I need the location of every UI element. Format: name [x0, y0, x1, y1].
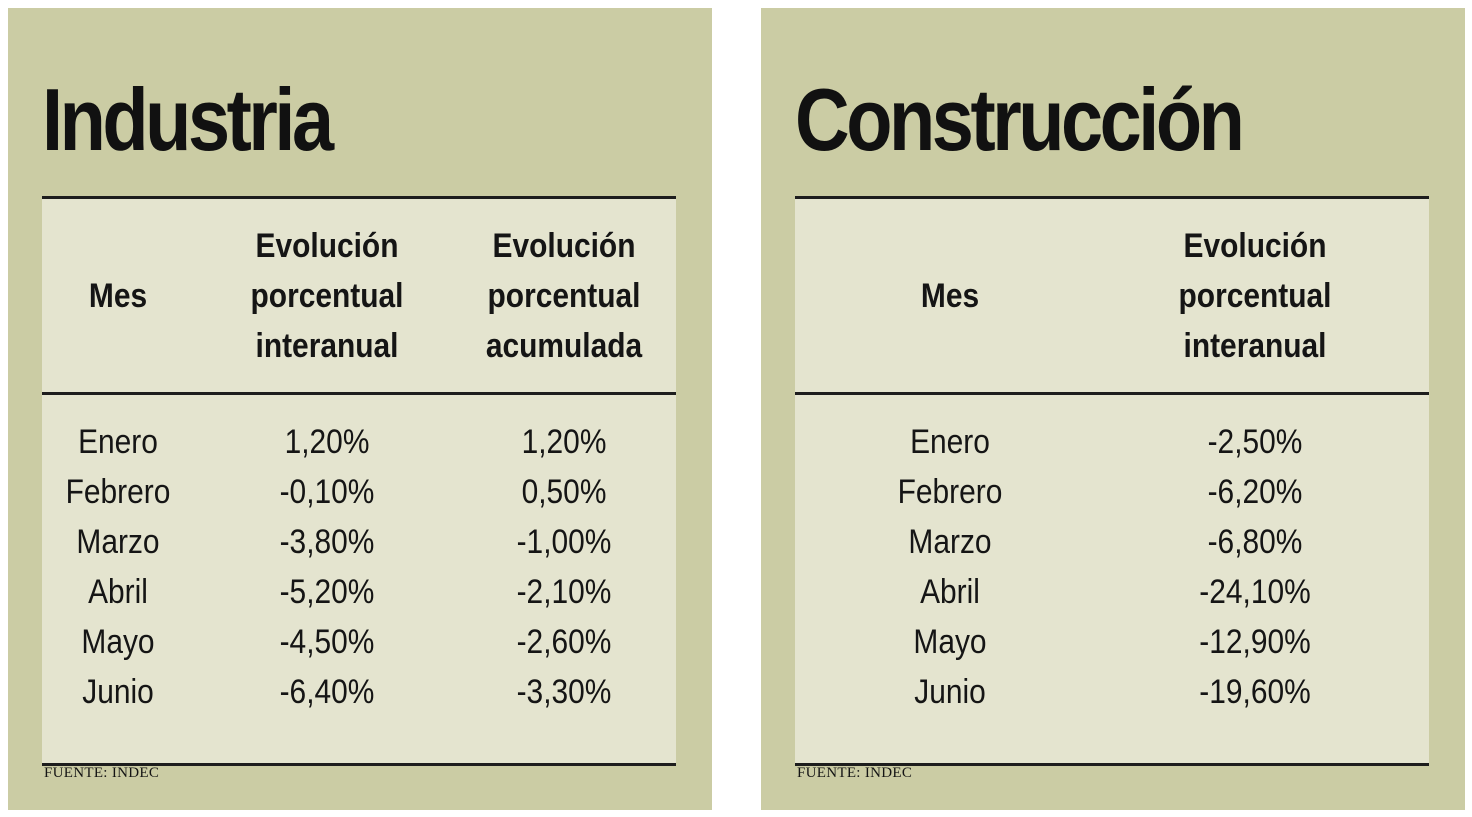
column-header-mes: Mes — [920, 276, 980, 315]
cell-acumulada: -3,30% — [516, 672, 612, 711]
construccion-body: Enero -2,50% Febrero -6,20% Marzo -6,80%… — [795, 417, 1429, 717]
table-row: Abril -24,10% — [795, 567, 1429, 617]
cell-interanual: -5,20% — [279, 572, 375, 611]
cell-interanual: -6,40% — [279, 672, 375, 711]
cell-acumulada: -2,10% — [516, 572, 612, 611]
construccion-title: Construcción — [795, 70, 1245, 169]
cell-mes: Marzo — [76, 522, 160, 561]
column-header-acumulada: Evolución porcentual acumulada — [485, 226, 643, 365]
source-note: FUENTE: INDEC — [44, 765, 160, 781]
table-row: Enero 1,20% 1,20% — [42, 417, 676, 467]
industria-panel: Industria Mes Evolución porcentual inter… — [8, 8, 712, 810]
cell-interanual: -3,80% — [279, 522, 375, 561]
cell-mes: Mayo — [913, 622, 987, 661]
industria-title: Industria — [42, 70, 334, 169]
column-header-interanual: Evolución porcentual interanual — [1178, 226, 1332, 365]
cell-mes: Abril — [88, 572, 148, 611]
table-row: Abril -5,20% -2,10% — [42, 567, 676, 617]
cell-mes: Junio — [914, 672, 986, 711]
table-row: Marzo -6,80% — [795, 517, 1429, 567]
cell-interanual: -6,80% — [1207, 522, 1303, 561]
cell-acumulada: -1,00% — [516, 522, 612, 561]
table-row: Mayo -12,90% — [795, 617, 1429, 667]
cell-interanual: 1,20% — [284, 422, 370, 461]
cell-mes: Mayo — [81, 622, 155, 661]
cell-mes: Junio — [82, 672, 154, 711]
table-row: Febrero -6,20% — [795, 467, 1429, 517]
construccion-header-row: Mes Evolución porcentual interanual — [795, 199, 1429, 395]
industria-header-row: Mes Evolución porcentual interanual Evol… — [42, 199, 676, 395]
cell-interanual: -6,20% — [1207, 472, 1303, 511]
cell-interanual: -24,10% — [1199, 572, 1311, 611]
cell-mes: Febrero — [65, 472, 171, 511]
source-note: FUENTE: INDEC — [797, 765, 913, 781]
table-row: Marzo -3,80% -1,00% — [42, 517, 676, 567]
table-row: Junio -19,60% — [795, 667, 1429, 717]
industria-table: Mes Evolución porcentual interanual Evol… — [42, 196, 676, 766]
cell-mes: Enero — [78, 422, 158, 461]
cell-mes: Enero — [910, 422, 990, 461]
table-row: Junio -6,40% -3,30% — [42, 667, 676, 717]
cell-interanual: -12,90% — [1199, 622, 1311, 661]
table-row: Mayo -4,50% -2,60% — [42, 617, 676, 667]
cell-interanual: -4,50% — [279, 622, 375, 661]
column-header-mes: Mes — [88, 276, 148, 315]
cell-mes: Marzo — [908, 522, 992, 561]
cell-acumulada: 0,50% — [521, 472, 607, 511]
table-row: Enero -2,50% — [795, 417, 1429, 467]
cell-interanual: -0,10% — [279, 472, 375, 511]
industria-body: Enero 1,20% 1,20% Febrero -0,10% 0,50% M… — [42, 417, 676, 717]
cell-acumulada: -2,60% — [516, 622, 612, 661]
construccion-panel: Construcción Mes Evolución porcentual in… — [761, 8, 1465, 810]
cell-mes: Abril — [920, 572, 980, 611]
cell-interanual: -19,60% — [1199, 672, 1311, 711]
table-row: Febrero -0,10% 0,50% — [42, 467, 676, 517]
column-header-interanual: Evolución porcentual interanual — [250, 226, 404, 365]
cell-mes: Febrero — [897, 472, 1003, 511]
cell-interanual: -2,50% — [1207, 422, 1303, 461]
cell-acumulada: 1,20% — [521, 422, 607, 461]
construccion-table: Mes Evolución porcentual interanual Ener… — [795, 196, 1429, 766]
